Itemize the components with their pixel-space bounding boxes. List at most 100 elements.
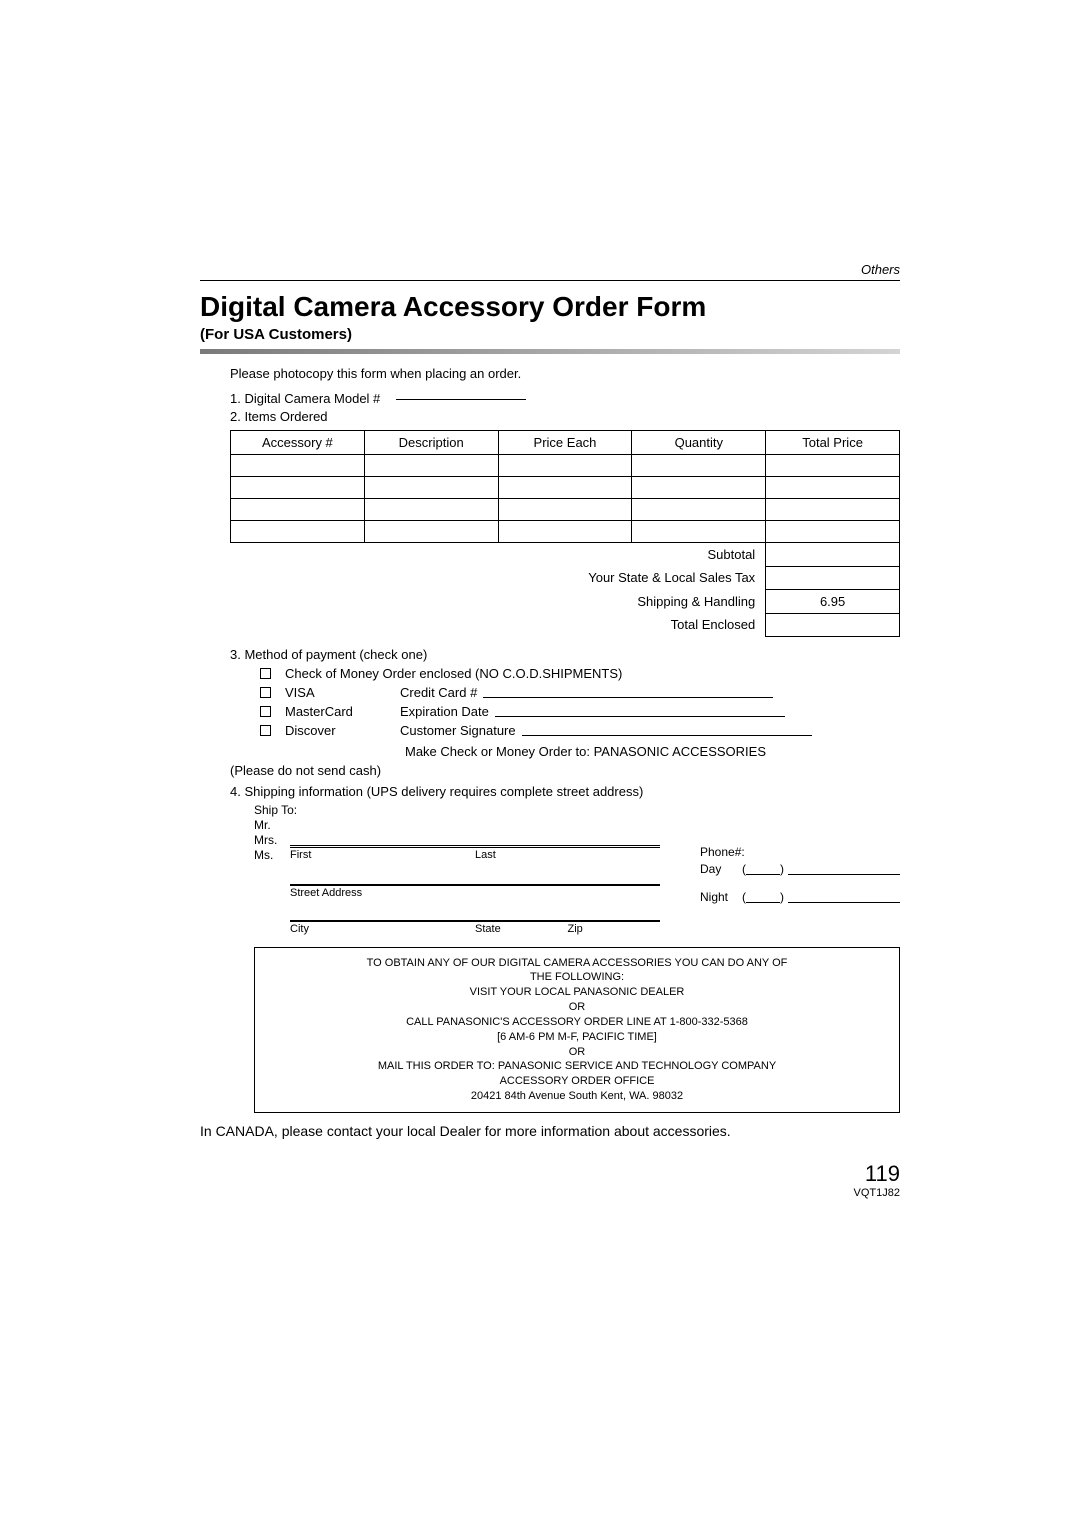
- total-label: Total Enclosed: [231, 613, 766, 636]
- cc-num-label: Credit Card #: [400, 685, 477, 700]
- tax-row: Your State & Local Sales Tax: [231, 566, 900, 589]
- info-l6: MAIL THIS ORDER TO: PANASONIC SERVICE AN…: [265, 1059, 889, 1074]
- info-l2: THE FOLLOWING:: [265, 970, 889, 985]
- checkbox-check[interactable]: [260, 668, 271, 679]
- document-page: Others Digital Camera Accessory Order Fo…: [200, 262, 900, 1139]
- check-label: Check of Money Order enclosed (NO C.O.D.…: [285, 666, 622, 681]
- exp-label: Expiration Date: [400, 704, 489, 719]
- col-total: Total Price: [766, 431, 900, 455]
- exp-blank[interactable]: [495, 705, 785, 717]
- page-subtitle: (For USA Customers): [200, 326, 900, 343]
- last-label: Last: [475, 847, 660, 861]
- payment-check-row: Check of Money Order enclosed (NO C.O.D.…: [260, 666, 900, 681]
- model-number-blank[interactable]: [396, 399, 526, 400]
- phone-night-row: Night (): [700, 890, 900, 904]
- state-label: State: [475, 921, 568, 935]
- checkbox-discover[interactable]: [260, 725, 271, 736]
- zip-label: Zip: [568, 921, 661, 935]
- table-row[interactable]: [231, 455, 900, 477]
- col-price: Price Each: [498, 431, 632, 455]
- step-2: 2. Items Ordered: [230, 409, 900, 424]
- shipping-value: 6.95: [766, 589, 900, 613]
- address-left: Ship To: Mr. Mrs. Ms. First: [254, 803, 660, 935]
- visa-label: VISA: [285, 685, 400, 700]
- items-table: Accessory # Description Price Each Quant…: [230, 430, 900, 637]
- step-1: 1. Digital Camera Model #: [230, 391, 900, 406]
- info-l3: VISIT YOUR LOCAL PANASONIC DEALER: [265, 985, 889, 1000]
- shipping-label: Shipping & Handling: [231, 589, 766, 613]
- subtotal-label: Subtotal: [231, 543, 766, 567]
- table-row[interactable]: [231, 499, 900, 521]
- step1-label: 1. Digital Camera Model #: [230, 391, 380, 406]
- day-phone-blank[interactable]: [788, 863, 900, 875]
- checkbox-mastercard[interactable]: [260, 706, 271, 717]
- day-area-blank[interactable]: [746, 863, 780, 875]
- col-description: Description: [364, 431, 498, 455]
- no-cash-text: (Please do not send cash): [230, 763, 900, 778]
- step-3: 3. Method of payment (check one): [230, 647, 900, 662]
- table-row[interactable]: [231, 521, 900, 543]
- night-label: Night: [700, 890, 742, 904]
- state-blank[interactable]: [475, 907, 568, 921]
- last-name-blank[interactable]: [475, 832, 660, 846]
- zip-blank[interactable]: [568, 907, 661, 921]
- shipping-section: 4. Shipping information (UPS delivery re…: [230, 784, 900, 1113]
- info-l8: 20421 84th Avenue South Kent, WA. 98032: [265, 1089, 889, 1104]
- make-check-text: Make Check or Money Order to: PANASONIC …: [405, 744, 900, 759]
- page-number: 119: [854, 1161, 900, 1187]
- sig-blank[interactable]: [522, 724, 812, 736]
- phone-day-row: Day (): [700, 862, 900, 876]
- info-l5: [6 AM-6 PM M-F, PACIFIC TIME]: [265, 1030, 889, 1045]
- info-l4: CALL PANASONIC'S ACCESSORY ORDER LINE AT…: [265, 1015, 889, 1030]
- subtotal-cell[interactable]: [766, 543, 900, 567]
- table-header-row: Accessory # Description Price Each Quant…: [231, 431, 900, 455]
- shipping-row: Shipping & Handling 6.95: [231, 589, 900, 613]
- night-phone-blank[interactable]: [788, 891, 900, 903]
- step-4: 4. Shipping information (UPS delivery re…: [230, 784, 900, 799]
- col-quantity: Quantity: [632, 431, 766, 455]
- shipping-inner: Ship To: Mr. Mrs. Ms. First: [254, 803, 900, 1113]
- tax-label: Your State & Local Sales Tax: [231, 566, 766, 589]
- discover-label: Discover: [285, 723, 400, 738]
- mrs-label: Mrs.: [254, 833, 290, 848]
- page-footer: 119 VQT1J82: [854, 1161, 900, 1199]
- city-label: City: [290, 921, 475, 935]
- mr-label: Mr.: [254, 818, 290, 833]
- cc-num-blank[interactable]: [483, 686, 773, 698]
- form-body: Please photocopy this form when placing …: [200, 366, 900, 1139]
- page-title: Digital Camera Accessory Order Form: [200, 291, 900, 323]
- doc-code: VQT1J82: [854, 1187, 900, 1199]
- divider-bar: [200, 349, 900, 354]
- info-or2: OR: [265, 1045, 889, 1060]
- mastercard-label: MasterCard: [285, 704, 400, 719]
- title-prefixes: Ship To: Mr. Mrs. Ms.: [254, 803, 290, 863]
- section-label: Others: [200, 262, 900, 281]
- ms-label: Ms.: [254, 848, 290, 863]
- checkbox-visa[interactable]: [260, 687, 271, 698]
- tax-cell[interactable]: [766, 566, 900, 589]
- subtotal-row: Subtotal: [231, 543, 900, 567]
- total-cell[interactable]: [766, 613, 900, 636]
- first-label: First: [290, 847, 475, 861]
- payment-visa-row: VISA Credit Card #: [260, 685, 900, 700]
- info-l1: TO OBTAIN ANY OF OUR DIGITAL CAMERA ACCE…: [265, 956, 889, 971]
- sig-label: Customer Signature: [400, 723, 516, 738]
- info-or1: OR: [265, 1000, 889, 1015]
- table-row[interactable]: [231, 477, 900, 499]
- first-name-blank[interactable]: [290, 832, 475, 846]
- canada-note: In CANADA, please contact your local Dea…: [200, 1123, 900, 1139]
- night-area-blank[interactable]: [746, 891, 780, 903]
- total-row: Total Enclosed: [231, 613, 900, 636]
- city-blank[interactable]: [290, 907, 475, 921]
- street-blank[interactable]: [290, 871, 660, 885]
- phone-label: Phone#:: [700, 845, 900, 859]
- info-box: TO OBTAIN ANY OF OUR DIGITAL CAMERA ACCE…: [254, 947, 900, 1113]
- shipto-label: Ship To:: [254, 803, 290, 818]
- payment-discover-row: Discover Customer Signature: [260, 723, 900, 738]
- payment-mastercard-row: MasterCard Expiration Date: [260, 704, 900, 719]
- instruction-text: Please photocopy this form when placing …: [230, 366, 900, 381]
- col-accessory: Accessory #: [231, 431, 365, 455]
- day-label: Day: [700, 862, 742, 876]
- info-l7: ACCESSORY ORDER OFFICE: [265, 1074, 889, 1089]
- street-label: Street Address: [290, 885, 660, 899]
